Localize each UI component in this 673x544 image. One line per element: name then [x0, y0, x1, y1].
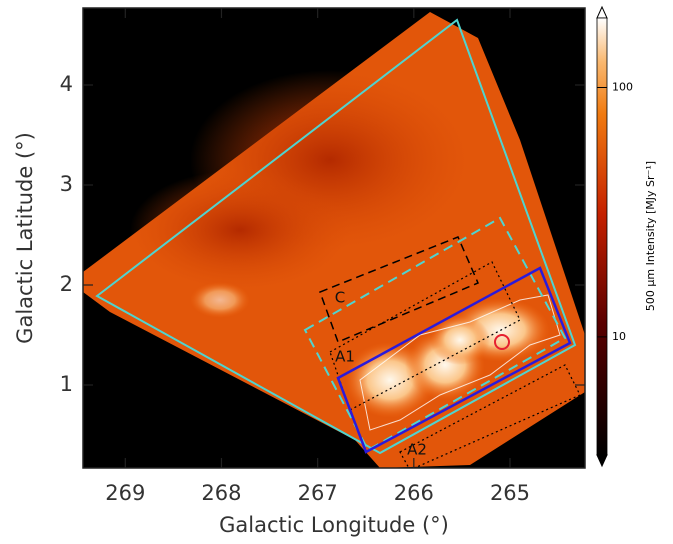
- map-structure: [430, 315, 490, 365]
- region-outline: [95, 18, 577, 455]
- colorbar-label: 500 μm Intensity [MJy Sr⁻¹]: [644, 161, 657, 311]
- x-tick-label: 266: [394, 481, 434, 505]
- source-marker: [494, 334, 510, 350]
- y-axis-label: Galactic Latitude (°): [13, 132, 37, 344]
- region-outline: [336, 266, 572, 454]
- x-tick-label: 265: [490, 481, 530, 505]
- y-tick-label: 4: [60, 72, 73, 96]
- region-outline: [303, 216, 567, 452]
- map-structure: [130, 170, 350, 290]
- x-tick-label: 267: [298, 481, 338, 505]
- x-tick-label: 269: [105, 481, 145, 505]
- x-tick-label: 268: [201, 481, 241, 505]
- region-outline: [319, 236, 479, 343]
- y-tick-label: 2: [60, 272, 73, 296]
- colorbar: [596, 17, 608, 456]
- region-label: A1: [335, 348, 355, 366]
- x-axis-label: Galactic Longitude (°): [219, 513, 449, 537]
- colorbar-extend: [596, 5, 608, 19]
- colorbar-tick-label: 10: [612, 330, 626, 343]
- region-outline: [399, 364, 581, 468]
- y-tick-label: 3: [60, 172, 73, 196]
- region-label: A2: [407, 441, 427, 459]
- colorbar-tick-label: 100: [612, 81, 633, 94]
- colorbar-extend: [596, 454, 608, 468]
- plot-frame: [82, 7, 586, 469]
- y-tick-label: 1: [60, 372, 73, 396]
- region-label: C: [335, 289, 345, 307]
- intensity-map: [83, 12, 585, 468]
- contour: [359, 294, 561, 431]
- map-structure: [190, 282, 250, 318]
